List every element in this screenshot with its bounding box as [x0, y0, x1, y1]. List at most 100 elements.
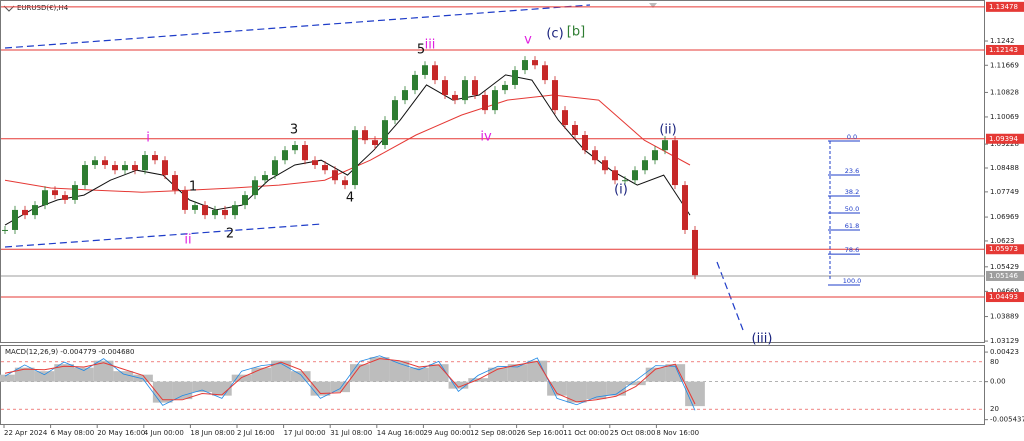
candle [432, 65, 438, 81]
projection [716, 261, 744, 331]
candle [102, 160, 108, 166]
macd-bar [645, 367, 666, 382]
macd-bar [369, 357, 390, 382]
macd-bar [488, 367, 508, 382]
y-tick-label: 1.0623 [990, 237, 1015, 245]
candle [12, 209, 18, 230]
y-tick-label: 1.1242 [990, 37, 1015, 45]
candle [632, 170, 638, 181]
macd-bar [527, 360, 548, 382]
shift-marker [649, 3, 657, 8]
macd-bar [0, 374, 15, 382]
macd-bar [93, 360, 114, 382]
macd-panel [0, 345, 985, 425]
level-badge [986, 44, 1024, 55]
candle [502, 84, 508, 91]
macd-bar [606, 381, 626, 396]
candle [682, 185, 688, 230]
candle [522, 60, 528, 71]
candle [152, 155, 158, 161]
candle [302, 145, 308, 161]
y-tick-label: 1.11669 [990, 61, 1019, 69]
candle [652, 150, 658, 161]
wave-label: 4 [346, 191, 354, 206]
wave-label: i [146, 131, 150, 146]
fib-label: 0.0 [847, 133, 857, 141]
wave-label: iii [425, 38, 436, 53]
y-tick-label: 1.09228 [990, 140, 1019, 148]
candle [82, 165, 88, 186]
wave-label: (ii) [659, 123, 676, 138]
level-label: 1.04493 [989, 293, 1018, 301]
candle [202, 205, 208, 216]
candle [72, 185, 78, 200]
candle [552, 80, 558, 111]
candle [412, 74, 418, 91]
y-tick-label: 1.03129 [990, 337, 1019, 345]
level-label: 1.05146 [989, 272, 1018, 280]
candle [232, 205, 238, 216]
chart-title: EURUSD(€),H4 [17, 4, 69, 12]
x-tick-label: 4 Jun 00:00 [144, 429, 184, 437]
candle [282, 150, 288, 161]
candle [132, 165, 138, 171]
fast-ma [4, 74, 691, 226]
y-tick-label: 1.05429 [990, 263, 1019, 271]
macd-bar [409, 367, 429, 382]
macd-bar [172, 381, 193, 400]
macd-bar [14, 367, 35, 382]
candle [52, 190, 58, 196]
level-label: 1.12143 [989, 46, 1018, 54]
candle [422, 65, 428, 75]
candle [362, 130, 368, 141]
x-tick-label: 14 Aug 16:00 [377, 429, 424, 437]
candle [622, 180, 628, 182]
candle [182, 190, 188, 210]
x-tick-label: 22 Apr 2024 [4, 429, 48, 437]
candle [592, 150, 598, 161]
x-tick-label: 18 Jun 08:00 [190, 429, 234, 437]
fib-label: 50.0 [845, 205, 859, 213]
wave-label: v [524, 33, 532, 48]
x-tick-label: 25 Oct 08:00 [610, 429, 656, 437]
candle [392, 100, 398, 121]
level-badge [986, 270, 1024, 281]
candle [122, 165, 128, 171]
candle [692, 229, 698, 276]
y-tick-label: 1.08488 [990, 164, 1019, 172]
candle [172, 175, 178, 191]
candle [472, 80, 478, 95]
x-tick-label: 17 Jul 00:00 [284, 429, 326, 437]
candle [462, 80, 468, 101]
wave-label: 2 [226, 227, 234, 242]
y-tick-label: 1.06969 [990, 213, 1019, 221]
candle [402, 90, 408, 101]
macd-bar [74, 367, 94, 382]
x-tick-label: 8 Nov 16:00 [656, 429, 699, 437]
candle [582, 135, 588, 151]
candle [372, 140, 378, 146]
candle [352, 130, 358, 186]
macd-bar [586, 381, 607, 400]
x-tick-label: 2 Jul 16:00 [237, 429, 275, 437]
candle [612, 170, 618, 181]
macd-bar [448, 381, 469, 389]
candle [562, 110, 568, 125]
candle [2, 229, 8, 231]
candle [262, 175, 268, 181]
fib-label: 78.6 [845, 246, 859, 254]
candle [192, 205, 198, 210]
wave-label: ii [184, 233, 191, 248]
level-label: 1.13478 [989, 3, 1018, 11]
x-tick-label: 11 Oct 00:00 [563, 429, 609, 437]
wave-label: 1 [189, 180, 197, 195]
macd-bar [566, 381, 587, 403]
macd-bar [133, 374, 153, 382]
main-panel [0, 0, 985, 343]
macd-bar [113, 371, 134, 382]
candle [492, 90, 498, 111]
macd-bar [192, 381, 212, 393]
candle [602, 160, 608, 171]
